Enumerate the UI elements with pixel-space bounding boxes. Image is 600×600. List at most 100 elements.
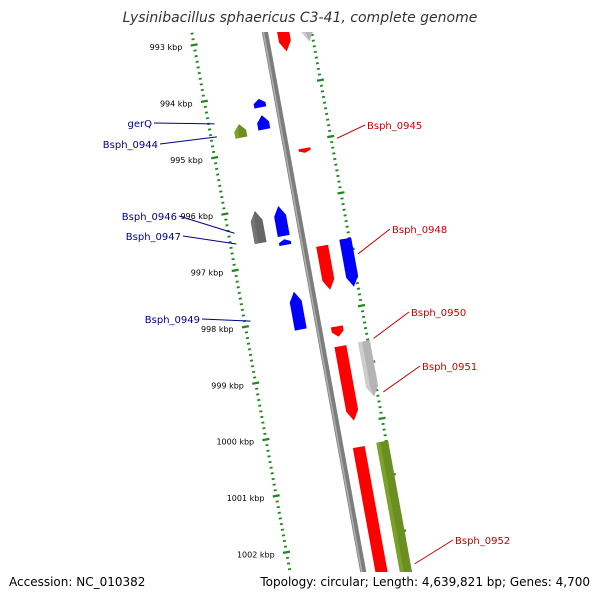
label-leader-line (336, 124, 366, 139)
minor-tick (381, 422, 385, 426)
gene-arrow-highlight (274, 206, 282, 237)
gene-arrow[interactable] (316, 244, 335, 290)
gene-arrow[interactable] (278, 239, 292, 247)
minor-tick (258, 404, 262, 407)
minor-tick (208, 133, 213, 137)
gene-arrow[interactable] (289, 291, 307, 331)
gene-label-group[interactable]: Bsph_0947 (126, 232, 237, 245)
minor-tick (278, 517, 282, 520)
gene-arrow-highlight (253, 98, 259, 109)
gene-label-group[interactable]: Bsph_0949 (145, 315, 251, 326)
minor-tick (222, 207, 226, 210)
gene-arrow-highlight (316, 246, 331, 290)
major-tick (210, 155, 219, 160)
gene-arrow-highlight (339, 239, 354, 287)
title-backdrop (0, 0, 600, 32)
backbone-highlight (256, 0, 368, 600)
gene-label: Bsph_0944 (103, 140, 158, 151)
minor-tick (201, 94, 205, 97)
minor-tick (198, 77, 202, 80)
minor-tick (209, 139, 214, 142)
gene-features (234, 1, 415, 599)
minor-tick (320, 90, 325, 93)
map-title: Lysinibacillus sphaericus C3-41, complet… (123, 10, 478, 26)
gene-arrow[interactable] (376, 440, 415, 594)
gene-label-group[interactable]: gerQ (128, 119, 215, 130)
minor-tick (227, 235, 231, 238)
minor-tick (219, 190, 223, 193)
gene-arrow-highlight (234, 124, 240, 139)
tick-label: 993 kbp (150, 43, 183, 52)
gene-label-group[interactable]: Bsph_0946 (122, 212, 235, 234)
footer-backdrop (0, 572, 600, 600)
minor-tick (366, 338, 370, 341)
gene-arrow-highlight (352, 447, 387, 599)
minor-tick (346, 231, 350, 234)
gene-arrow[interactable] (234, 124, 248, 139)
gene-arrow-highlight (278, 239, 285, 247)
minor-tick (327, 124, 331, 127)
gene-label: Bsph_0948 (392, 225, 447, 236)
minor-tick (220, 195, 224, 199)
minor-tick (225, 224, 229, 227)
minor-tick (314, 56, 318, 59)
minor-tick (251, 370, 256, 374)
minor-tick (270, 472, 274, 475)
minor-tick (345, 225, 349, 228)
minor-tick (260, 415, 264, 419)
minor-tick (335, 169, 339, 172)
gene-arrow[interactable] (257, 115, 271, 131)
minor-tick (218, 184, 222, 187)
minor-tick (205, 117, 210, 120)
gene-arrow[interactable] (253, 98, 267, 109)
minor-tick (323, 107, 328, 110)
minor-tick (248, 353, 253, 357)
minor-tick (344, 219, 348, 223)
minor-tick (336, 174, 340, 178)
gene-label: Bsph_0951 (422, 362, 477, 373)
minor-tick (317, 73, 322, 76)
major-tick (231, 268, 239, 273)
gene-label-group[interactable]: Bsph_0944 (103, 136, 217, 151)
minor-tick (356, 287, 361, 290)
gene-arrow-highlight (334, 346, 354, 421)
label-leader-line (373, 311, 410, 339)
gene-label-group[interactable]: Bsph_0945 (336, 121, 422, 139)
minor-tick (315, 62, 320, 65)
minor-tick (377, 400, 381, 403)
gene-arrow[interactable] (339, 237, 359, 287)
gene-arrow[interactable] (250, 210, 267, 245)
gene-label-group[interactable]: Bsph_0950 (373, 308, 467, 339)
tick-label: 999 kbp (211, 381, 244, 390)
minor-tick (275, 500, 279, 503)
minor-tick (357, 293, 362, 296)
major-tick (221, 212, 229, 216)
label-leader-line (178, 215, 235, 234)
minor-tick (236, 286, 240, 289)
minor-tick (217, 179, 221, 182)
minor-tick (279, 522, 283, 526)
gene-arrow-highlight (376, 441, 410, 594)
major-tick (200, 99, 208, 103)
gene-arrow[interactable] (298, 147, 311, 153)
minor-tick (191, 38, 195, 41)
minor-tick (333, 157, 337, 161)
gene-arrow[interactable] (358, 340, 379, 397)
gene-arrow[interactable] (352, 445, 391, 599)
minor-tick (330, 140, 334, 144)
gene-arrow[interactable] (274, 206, 290, 237)
gene-label-group[interactable]: Bsph_0948 (357, 225, 447, 255)
minor-tick (229, 246, 233, 249)
minor-tick (239, 303, 243, 306)
minor-tick (203, 105, 208, 109)
gene-label-group[interactable]: Bsph_0952 (414, 536, 511, 565)
gene-label-group[interactable]: Bsph_0951 (383, 362, 477, 393)
gene-arrow[interactable] (330, 325, 344, 337)
gene-arrow-highlight (298, 148, 306, 153)
tick-label: 997 kbp (191, 269, 224, 278)
minor-tick (382, 428, 386, 431)
minor-tick (267, 455, 271, 458)
minor-tick (287, 568, 292, 571)
gene-arrow[interactable] (334, 345, 359, 421)
minor-tick (263, 432, 267, 436)
